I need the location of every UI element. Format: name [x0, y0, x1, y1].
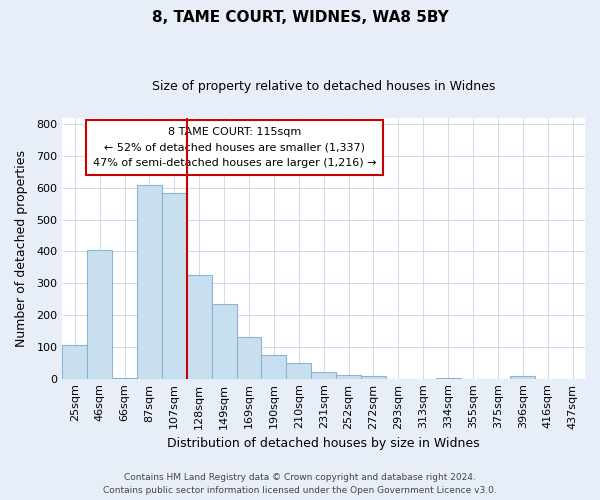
Bar: [511, 376, 535, 378]
Bar: [336, 375, 361, 378]
Bar: [262, 355, 286, 378]
Bar: [236, 338, 262, 378]
Bar: [361, 376, 386, 378]
Text: 8, TAME COURT, WIDNES, WA8 5BY: 8, TAME COURT, WIDNES, WA8 5BY: [152, 10, 448, 25]
Text: 8 TAME COURT: 115sqm
← 52% of detached houses are smaller (1,337)
47% of semi-de: 8 TAME COURT: 115sqm ← 52% of detached h…: [93, 127, 377, 168]
Y-axis label: Number of detached properties: Number of detached properties: [15, 150, 28, 346]
Title: Size of property relative to detached houses in Widnes: Size of property relative to detached ho…: [152, 80, 496, 93]
X-axis label: Distribution of detached houses by size in Widnes: Distribution of detached houses by size …: [167, 437, 480, 450]
Bar: [187, 276, 212, 378]
Bar: [62, 346, 87, 378]
Bar: [87, 250, 112, 378]
Bar: [286, 363, 311, 378]
Bar: [311, 372, 336, 378]
Text: Contains HM Land Registry data © Crown copyright and database right 2024.
Contai: Contains HM Land Registry data © Crown c…: [103, 474, 497, 495]
Bar: [162, 192, 187, 378]
Bar: [212, 304, 236, 378]
Bar: [137, 184, 162, 378]
